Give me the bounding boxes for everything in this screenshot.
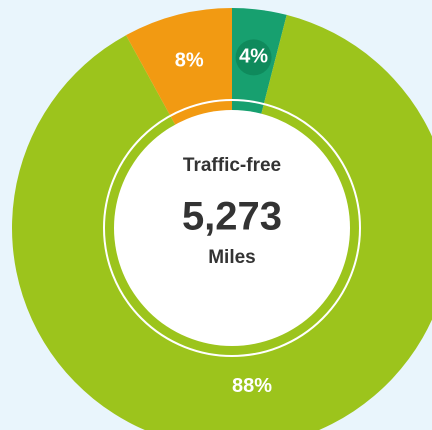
- value-label: 8%: [175, 50, 204, 72]
- center-unit: Miles: [208, 247, 256, 268]
- value-label: 4%: [239, 46, 268, 68]
- labels: 4% 88% 8%: [175, 39, 272, 397]
- center-title: Traffic-free: [183, 155, 281, 176]
- value-label: 88%: [232, 375, 272, 397]
- label-badge: [235, 39, 272, 76]
- center-value: 5,273: [182, 195, 282, 239]
- inner-ring: [103, 99, 361, 357]
- center-disk: [114, 110, 350, 346]
